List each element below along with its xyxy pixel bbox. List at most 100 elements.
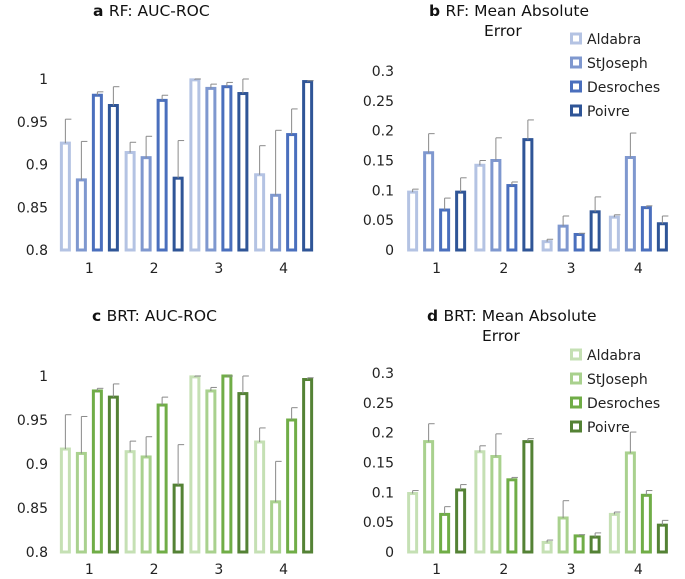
y-tick-label: 0.1 <box>372 183 394 199</box>
y-tick-label: 1 <box>39 72 48 88</box>
panel-letter: b <box>429 2 446 20</box>
bar <box>140 455 152 554</box>
legend-label: Poivre <box>587 420 630 436</box>
bar <box>474 163 486 252</box>
bar <box>254 440 266 554</box>
bar <box>286 133 298 252</box>
y-tick-label: 0.8 <box>26 243 48 259</box>
legend-swatch <box>570 420 582 433</box>
x-tick-label: 3 <box>567 562 576 578</box>
x-tick-label: 3 <box>214 562 223 578</box>
y-tick-label: 0.9 <box>26 457 48 473</box>
y-tick-label: 0.8 <box>26 545 48 561</box>
legend-swatch <box>570 80 582 93</box>
x-tick-label: 4 <box>279 562 288 578</box>
bar <box>286 418 298 554</box>
bar <box>439 512 451 554</box>
bar <box>522 138 534 252</box>
bar <box>624 451 636 554</box>
bar <box>474 450 486 554</box>
y-tick-label: 0.15 <box>363 456 394 472</box>
bar <box>608 215 620 252</box>
x-tick-label: 4 <box>279 261 288 277</box>
chart-title-line: Error <box>484 22 522 40</box>
y-tick-label: 0 <box>385 243 394 259</box>
x-tick-label: 2 <box>150 562 159 578</box>
bar <box>656 523 668 554</box>
bar <box>124 450 136 554</box>
x-tick-label: 2 <box>150 261 159 277</box>
legend-swatch <box>570 56 582 69</box>
bar <box>455 190 467 252</box>
bar <box>541 240 553 252</box>
bar <box>506 184 518 252</box>
bar <box>506 478 518 554</box>
x-tick-label: 1 <box>432 261 441 277</box>
y-tick-label: 0.1 <box>372 485 394 501</box>
legend-swatch <box>570 104 582 117</box>
bar <box>522 440 534 554</box>
legend-label: Poivre <box>587 104 630 120</box>
bar <box>59 141 71 252</box>
legend-swatch <box>570 348 582 361</box>
y-tick-label: 0.15 <box>363 154 394 170</box>
legend-label: Desroches <box>587 396 660 412</box>
bar <box>423 440 435 554</box>
chart-title: a RF: AUC-ROC <box>93 2 210 20</box>
bar <box>75 178 87 252</box>
y-tick-label: 0.25 <box>363 94 394 110</box>
y-tick-label: 0.05 <box>363 515 394 531</box>
panel-b: b RF: Mean Absolute Error 0 0.05 0.1 0.15 0.2 0… <box>363 2 669 277</box>
bar <box>189 375 201 554</box>
legend-label: Aldabra <box>587 32 641 48</box>
x-tick-label: 1 <box>432 562 441 578</box>
title-text: RF: AUC-ROC <box>109 2 210 20</box>
bar <box>254 173 266 252</box>
bar <box>156 98 168 252</box>
y-tick-label: 0.85 <box>17 501 48 517</box>
panel-letter: c <box>92 307 107 325</box>
title-text: RF: Mean Absolute <box>446 2 590 20</box>
bar <box>172 483 184 554</box>
bar <box>490 455 502 554</box>
bar <box>221 374 233 554</box>
x-tick-label: 4 <box>634 562 643 578</box>
x-tick-label: 1 <box>85 562 94 578</box>
bar <box>439 208 451 252</box>
panel-letter: d <box>427 307 444 325</box>
y-tick-label: 0.85 <box>17 200 48 216</box>
bar <box>541 540 553 554</box>
panel-c: c BRT: AUC-ROC 0.8 0.85 0.9 0.95 1 1 2 3 4 <box>17 307 314 578</box>
chart-title: d BRT: Mean Absolute <box>427 307 597 325</box>
panel-d: d BRT: Mean Absolute Error 0 0.05 0.1 0.15 0.2… <box>363 307 669 578</box>
bar <box>640 206 652 252</box>
bar <box>172 176 184 252</box>
bar <box>423 151 435 252</box>
legend-label: StJoseph <box>587 372 648 388</box>
bar <box>589 210 601 252</box>
y-tick-label: 0.95 <box>17 413 48 429</box>
bar <box>302 378 314 554</box>
y-tick-label: 0.05 <box>363 213 394 229</box>
bar <box>302 80 314 252</box>
bar <box>205 389 217 554</box>
legend-swatch <box>570 32 582 45</box>
panel-a: a RF: AUC-ROC 0.8 0.85 0.9 0.95 1 1 2 3 4 <box>17 2 314 277</box>
chart-title-line: Error <box>482 327 520 345</box>
y-tick-label: 1 <box>39 369 48 385</box>
bar <box>589 535 601 554</box>
y-tick-label: 0.3 <box>372 64 394 80</box>
bar <box>270 193 282 252</box>
bar <box>107 104 119 252</box>
bar <box>455 488 467 554</box>
bar <box>237 392 249 554</box>
bar <box>189 78 201 252</box>
chart-title: c BRT: AUC-ROC <box>92 307 217 325</box>
bar <box>91 389 103 554</box>
chart-title: b RF: Mean Absolute <box>429 2 589 20</box>
bar <box>270 500 282 554</box>
bar <box>573 534 585 554</box>
y-tick-label: 0 <box>385 545 394 561</box>
bar <box>407 492 419 554</box>
legend-label: StJoseph <box>587 56 648 72</box>
